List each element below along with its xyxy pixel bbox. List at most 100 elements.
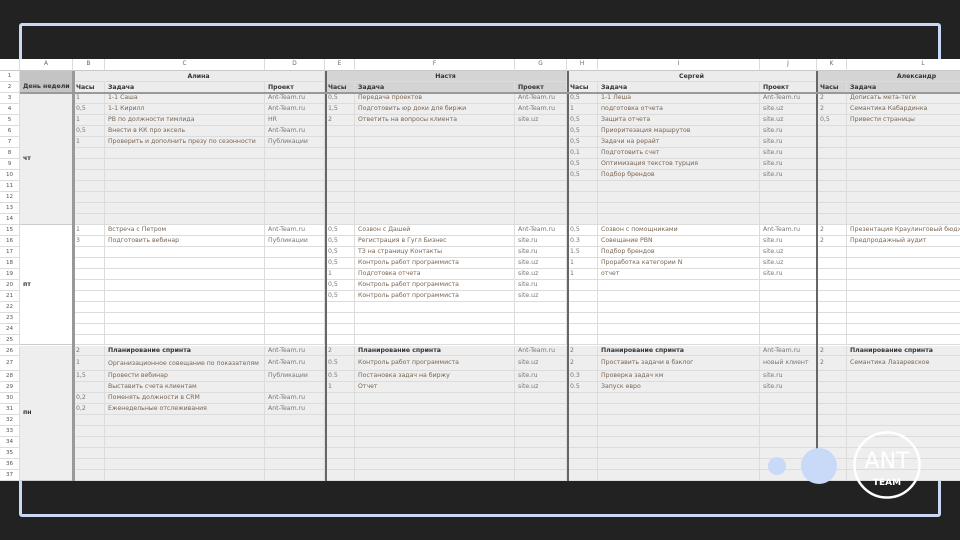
cell[interactable] xyxy=(325,436,355,448)
row-number[interactable]: 3 xyxy=(0,92,20,104)
row-number[interactable]: 5 xyxy=(0,114,20,126)
cell[interactable] xyxy=(760,290,817,302)
task-cell[interactable]: Семантика Лазаревское xyxy=(847,356,960,371)
day-label[interactable]: чт xyxy=(20,92,73,225)
cell[interactable] xyxy=(515,125,567,137)
cell[interactable] xyxy=(73,458,105,470)
cell[interactable] xyxy=(265,290,325,302)
cell[interactable] xyxy=(515,414,567,426)
cell[interactable] xyxy=(847,246,960,258)
project-cell[interactable]: site.uz xyxy=(760,246,817,258)
cell[interactable] xyxy=(105,213,265,225)
project-cell[interactable]: site.ru xyxy=(760,158,817,170)
task-cell[interactable]: Подготовить юр доки для биржи xyxy=(355,103,515,115)
cell[interactable] xyxy=(265,268,325,280)
task-cell[interactable]: Подготовить счет xyxy=(598,147,760,159)
cell[interactable] xyxy=(760,414,817,426)
cell[interactable] xyxy=(355,425,515,437)
column-header-i[interactable]: I xyxy=(598,59,760,71)
cell[interactable] xyxy=(817,323,847,335)
task-cell[interactable]: Семантика Кабардинка xyxy=(847,103,960,115)
cell[interactable] xyxy=(515,301,567,313)
cell[interactable] xyxy=(73,213,105,225)
task-cell[interactable]: Подготовить вебинар xyxy=(105,235,265,247)
cell[interactable] xyxy=(73,191,105,203)
cell[interactable] xyxy=(515,392,567,404)
cell[interactable] xyxy=(598,213,760,225)
cell[interactable] xyxy=(325,125,355,137)
cell[interactable] xyxy=(515,158,567,170)
cell[interactable] xyxy=(760,213,817,225)
cell[interactable] xyxy=(817,213,847,225)
project-cell[interactable]: site.uz xyxy=(515,268,567,280)
hours-cell[interactable]: 1 xyxy=(73,92,105,104)
cell[interactable] xyxy=(265,169,325,181)
row-number[interactable]: 19 xyxy=(0,268,20,280)
cell[interactable] xyxy=(760,312,817,324)
cell[interactable] xyxy=(73,334,105,346)
row-number[interactable]: 1 xyxy=(0,71,20,82)
cell[interactable] xyxy=(847,381,960,393)
cell[interactable] xyxy=(567,290,598,302)
cell[interactable] xyxy=(73,425,105,437)
select-all-corner[interactable] xyxy=(0,59,20,71)
cell[interactable] xyxy=(515,169,567,181)
cell[interactable] xyxy=(598,191,760,203)
row-number[interactable]: 37 xyxy=(0,469,20,481)
cell[interactable] xyxy=(355,414,515,426)
hours-cell[interactable]: 2 xyxy=(73,345,105,357)
project-cell[interactable]: Ant-Team.ru xyxy=(515,224,567,236)
hours-cell[interactable]: 2 xyxy=(817,103,847,115)
cell[interactable] xyxy=(265,158,325,170)
cell[interactable] xyxy=(105,458,265,470)
cell[interactable] xyxy=(355,191,515,203)
project-cell[interactable]: Ant-Team.ru xyxy=(265,224,325,236)
cell[interactable] xyxy=(325,469,355,481)
project-cell[interactable]: site.uz xyxy=(760,114,817,126)
column-header-l[interactable]: L xyxy=(847,59,960,71)
task-cell[interactable]: Созвон с помощниками xyxy=(598,224,760,236)
row-number[interactable]: 11 xyxy=(0,180,20,192)
cell[interactable] xyxy=(515,447,567,459)
cell[interactable] xyxy=(817,392,847,404)
cell[interactable] xyxy=(355,213,515,225)
task-cell[interactable]: Организационное совещание по показателям… xyxy=(105,356,265,371)
cell[interactable] xyxy=(515,180,567,192)
cell[interactable] xyxy=(567,312,598,324)
cell[interactable] xyxy=(73,381,105,393)
hours-cell[interactable]: 1 xyxy=(567,268,598,280)
row-number[interactable]: 20 xyxy=(0,279,20,291)
cell[interactable] xyxy=(817,301,847,313)
cell[interactable] xyxy=(817,279,847,291)
task-cell[interactable]: Дописать мета-теги xyxy=(847,92,960,104)
cell[interactable] xyxy=(817,169,847,181)
project-cell[interactable]: Ant-Team.ru xyxy=(515,103,567,115)
hours-cell[interactable]: 0,5 xyxy=(325,246,355,258)
project-cell[interactable]: site.uz xyxy=(760,103,817,115)
task-cell[interactable]: Запуск евро xyxy=(598,381,760,393)
cell[interactable] xyxy=(847,257,960,269)
cell[interactable] xyxy=(515,425,567,437)
task-cell[interactable]: Планирование спринта xyxy=(105,345,265,357)
cell[interactable] xyxy=(817,268,847,280)
cell[interactable] xyxy=(325,447,355,459)
cell[interactable] xyxy=(598,403,760,415)
cell[interactable] xyxy=(515,323,567,335)
cell[interactable] xyxy=(73,257,105,269)
cell[interactable] xyxy=(515,334,567,346)
cell[interactable] xyxy=(817,191,847,203)
task-cell[interactable]: Подбор брендов xyxy=(598,169,760,181)
task-cell[interactable]: Провести вебинар xyxy=(105,370,265,382)
cell[interactable] xyxy=(760,425,817,437)
row-number[interactable]: 30 xyxy=(0,392,20,404)
row-number[interactable]: 29 xyxy=(0,381,20,393)
hours-cell[interactable]: 0,5 xyxy=(325,92,355,104)
cell[interactable] xyxy=(817,125,847,137)
cell[interactable] xyxy=(265,191,325,203)
task-cell[interactable]: PB по должности тимлида xyxy=(105,114,265,126)
hours-cell[interactable]: 0,5 xyxy=(325,224,355,236)
project-cell[interactable]: Ant-Team.ru xyxy=(515,92,567,104)
task-cell[interactable]: ТЗ на страницу Контакты xyxy=(355,246,515,258)
hours-cell[interactable]: 1 xyxy=(73,136,105,148)
cell[interactable] xyxy=(760,403,817,415)
